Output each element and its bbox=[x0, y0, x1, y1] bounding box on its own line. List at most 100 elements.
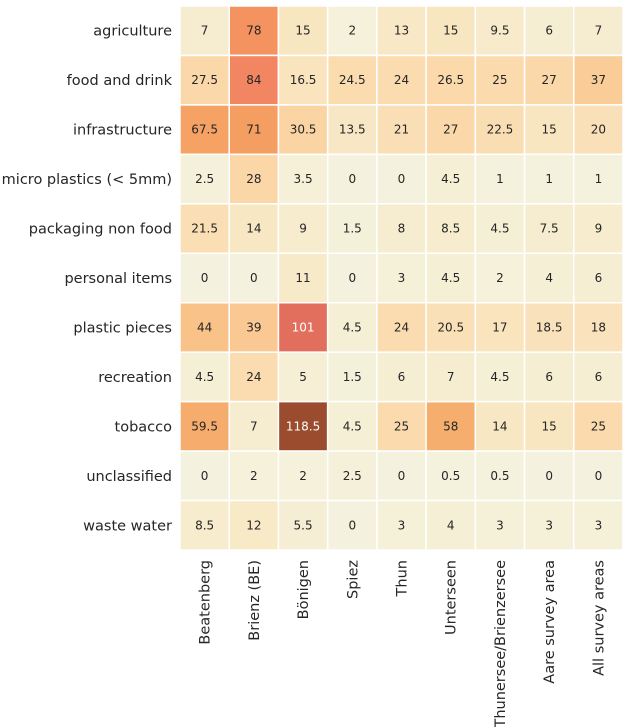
cell-value-label: 7 bbox=[250, 419, 258, 433]
cell-value-label: 27 bbox=[443, 123, 458, 137]
heatmap-cell bbox=[376, 301, 427, 353]
cell-value-label: 0 bbox=[348, 172, 356, 186]
cell-value-label: 3 bbox=[398, 518, 406, 532]
cell-value-label: 18.5 bbox=[536, 320, 563, 334]
column-label: Spiez bbox=[345, 560, 361, 599]
heatmap-cell bbox=[277, 54, 329, 106]
cell-value-label: 6 bbox=[398, 370, 406, 384]
heatmap-cell bbox=[474, 499, 526, 551]
row-label: agriculture bbox=[93, 24, 172, 40]
cell-value-label: 11 bbox=[295, 271, 310, 285]
row-label: unclassified bbox=[86, 469, 172, 485]
heatmap-cell bbox=[179, 252, 230, 304]
column-label: Bönigen bbox=[296, 560, 312, 619]
heatmap-cell bbox=[425, 400, 477, 452]
heatmap-cell bbox=[376, 252, 427, 304]
cell-value-label: 4.5 bbox=[490, 370, 509, 384]
cell-value-label: 4.5 bbox=[195, 370, 214, 384]
row-label: recreation bbox=[98, 370, 172, 386]
cell-value-label: 1.5 bbox=[343, 370, 362, 384]
cell-value-label: 21.5 bbox=[191, 222, 218, 236]
cell-value-label: 67.5 bbox=[191, 123, 218, 137]
heatmap-cell bbox=[376, 104, 427, 156]
cell-value-label: 2 bbox=[348, 24, 356, 38]
heatmap-cell bbox=[474, 301, 526, 353]
cell-value-label: 0 bbox=[348, 271, 356, 285]
cell-value-label: 101 bbox=[292, 320, 315, 334]
heatmap-cell bbox=[573, 153, 624, 205]
cell-value-label: 5 bbox=[299, 370, 307, 384]
heatmap-cell bbox=[277, 104, 329, 156]
column-label: Beatenberg bbox=[198, 560, 214, 645]
heatmap-cells: 7 78 15 2 13 15 9.5 6 727.5 84 16.5 24.5 24 26.5 25 27 3… bbox=[179, 5, 624, 551]
cell-value-label: 8.5 bbox=[195, 518, 214, 532]
column-label: Brienz (BE) bbox=[247, 560, 263, 641]
cell-value-label: 0.5 bbox=[490, 469, 509, 483]
cell-value-label: 6 bbox=[595, 370, 603, 384]
cell-value-label: 58 bbox=[443, 419, 458, 433]
heatmap-cell bbox=[376, 54, 427, 106]
heatmap-cell bbox=[179, 499, 230, 551]
cell-value-label: 118.5 bbox=[286, 419, 320, 433]
cell-value-label: 1.5 bbox=[343, 222, 362, 236]
heatmap-cell bbox=[425, 450, 477, 502]
heatmap-cell bbox=[523, 450, 575, 502]
heatmap-cell bbox=[523, 5, 575, 57]
heatmap-cell bbox=[523, 54, 575, 106]
row-labels: agriculture food and drink infrastructure m… bbox=[2, 24, 173, 535]
heatmap-cell bbox=[326, 450, 378, 502]
cell-value-label: 14 bbox=[246, 222, 261, 236]
cell-value-label: 27.5 bbox=[191, 73, 218, 87]
column-label: Unterseen bbox=[444, 560, 460, 635]
heatmap-cell bbox=[326, 499, 378, 551]
row-label: plastic pieces bbox=[73, 320, 172, 336]
heatmap-cell bbox=[228, 104, 280, 156]
cell-value-label: 5.5 bbox=[294, 518, 313, 532]
cell-value-label: 0 bbox=[398, 172, 406, 186]
cell-value-label: 13 bbox=[394, 24, 409, 38]
heatmap-cell bbox=[179, 351, 230, 403]
cell-value-label: 21 bbox=[394, 123, 409, 137]
cell-value-label: 22.5 bbox=[487, 123, 514, 137]
cell-value-label: 15 bbox=[443, 24, 458, 38]
cell-value-label: 18 bbox=[591, 320, 606, 334]
cell-value-label: 4.5 bbox=[490, 222, 509, 236]
heatmap-cell bbox=[326, 400, 378, 452]
row-label: personal items bbox=[64, 271, 172, 287]
column-label: Thunersee/Brienzersee bbox=[493, 560, 509, 727]
cell-value-label: 0 bbox=[201, 469, 209, 483]
heatmap-cell bbox=[277, 351, 329, 403]
heatmap-cell bbox=[376, 499, 427, 551]
cell-value-label: 0 bbox=[595, 469, 603, 483]
cell-value-label: 20.5 bbox=[437, 320, 464, 334]
cell-value-label: 0 bbox=[398, 469, 406, 483]
heatmap-cell bbox=[326, 104, 378, 156]
cell-value-label: 78 bbox=[246, 24, 261, 38]
column-labels: Beatenberg Brienz (BE) Bönigen Spiez Thun Unt… bbox=[198, 560, 608, 727]
cell-value-label: 14 bbox=[492, 419, 507, 433]
cell-value-label: 30.5 bbox=[290, 123, 317, 137]
column-label: Aare survey area bbox=[542, 560, 558, 684]
heatmap-cell bbox=[277, 400, 329, 452]
heatmap-cell bbox=[326, 153, 378, 205]
column-label: Thun bbox=[395, 560, 411, 597]
heatmap-cell bbox=[326, 351, 378, 403]
cell-value-label: 13.5 bbox=[339, 123, 366, 137]
cell-value-label: 1 bbox=[496, 172, 504, 186]
heatmap-cell bbox=[179, 400, 230, 452]
cell-value-label: 9.5 bbox=[490, 24, 509, 38]
heatmap-cell bbox=[277, 499, 329, 551]
heatmap-cell bbox=[425, 203, 477, 255]
cell-value-label: 39 bbox=[246, 320, 261, 334]
heatmap-cell bbox=[179, 104, 230, 156]
cell-value-label: 2.5 bbox=[195, 172, 214, 186]
cell-value-label: 3 bbox=[496, 518, 504, 532]
row-label: waste water bbox=[83, 518, 172, 534]
cell-value-label: 12 bbox=[246, 518, 261, 532]
cell-value-label: 7 bbox=[595, 24, 603, 38]
heatmap-cell bbox=[573, 450, 624, 502]
cell-value-label: 2 bbox=[250, 469, 258, 483]
cell-value-label: 4.5 bbox=[343, 419, 362, 433]
cell-value-label: 3.5 bbox=[294, 172, 313, 186]
